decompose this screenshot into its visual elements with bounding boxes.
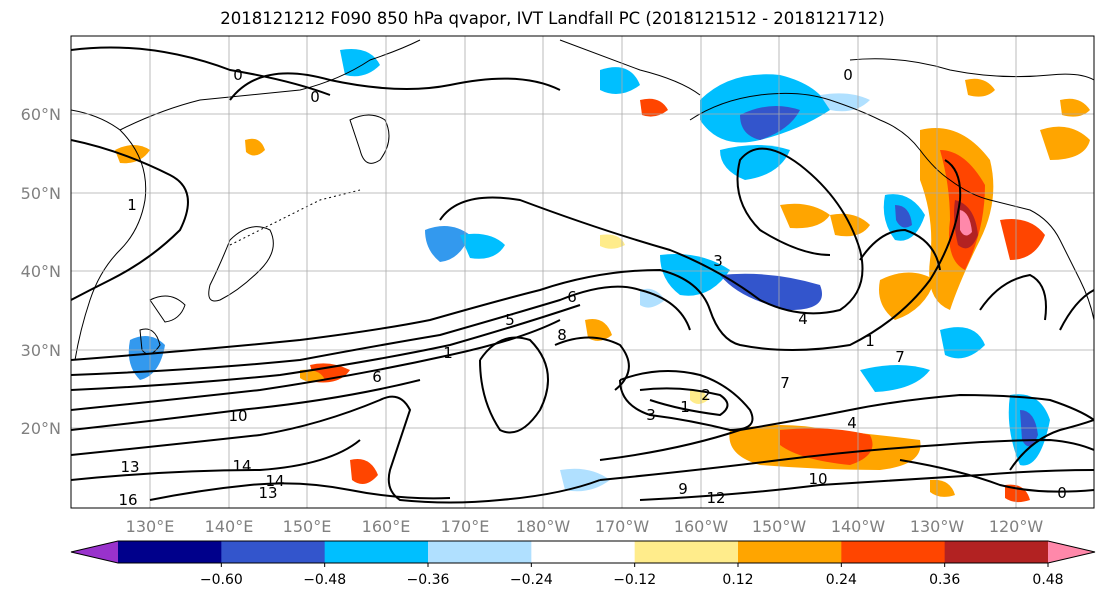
colorbar-segment: [738, 541, 842, 563]
contour-label: 14: [265, 472, 284, 490]
contour-label: 6: [372, 368, 382, 386]
contour-label: 10: [228, 407, 247, 425]
lon-label: 170°E: [441, 517, 490, 536]
map-panel: [71, 36, 1094, 508]
contour-label: 10: [808, 470, 827, 488]
colorbar-outline: [70, 540, 1096, 564]
contour-label: 4: [798, 310, 808, 328]
lon-label: 170°W: [595, 517, 650, 536]
contour-label: 1: [865, 332, 875, 350]
ivt-contours: [71, 46, 1094, 504]
colorbar-tick-label: 0.48: [1032, 572, 1063, 588]
lon-label: 160°E: [362, 517, 411, 536]
contour-label: 16: [118, 491, 137, 509]
contour-label: 13: [120, 458, 139, 476]
colorbar-segment: [841, 541, 946, 563]
contour-label: 1: [680, 398, 690, 416]
lat-label: 20°N: [21, 419, 61, 438]
contour-label: 7: [780, 374, 790, 392]
colorbar-tick-label: 0.36: [929, 572, 960, 588]
contour-label: 0: [233, 66, 243, 84]
contour-label: 8: [557, 326, 567, 344]
colorbar-segment: [634, 541, 739, 563]
lon-label: 160°W: [674, 517, 729, 536]
contour-label: 0: [1057, 484, 1067, 502]
map-title: 2018121212 F090 850 hPa qvapor, IVT Land…: [220, 9, 885, 28]
lat-label: 30°N: [21, 341, 61, 360]
colorbar-tick-label: 0.12: [722, 572, 753, 588]
contour-label: 3: [646, 406, 656, 424]
contour-labels: 0 0 0 1 3 4 5 6 8 1 7 7 1 6 10 13 14 13 …: [118, 66, 1066, 509]
contour-label: 5: [505, 311, 515, 329]
colorbar: [70, 540, 1096, 564]
map-frame: [70, 35, 1095, 509]
contour-label: 4: [847, 414, 857, 432]
colorbar-segment: [324, 541, 429, 563]
colorbar-tick-label: −0.60: [200, 572, 243, 588]
lon-label: 150°E: [283, 517, 332, 536]
colorbar-tick-label: 0.24: [826, 572, 857, 588]
lon-label: 140°E: [205, 517, 254, 536]
colorbar-tick-labels: −0.60 −0.48 −0.36 −0.24 −0.12 0.12 0.24 0.36 0.4…: [200, 563, 1064, 588]
contour-label: 12: [706, 489, 725, 507]
colorbar-segment: [944, 541, 1049, 563]
contour-label: 9: [678, 480, 688, 498]
lat-label: 60°N: [21, 105, 61, 124]
colorbar-tick-label: −0.48: [303, 572, 346, 588]
coastlines: [71, 39, 1094, 361]
contour-label: 3: [713, 252, 723, 270]
colorbar-tick-label: −0.24: [510, 572, 553, 588]
lat-label: 50°N: [21, 184, 61, 203]
colorbar-segment: [118, 541, 222, 563]
longitude-labels: 130°E 140°E 150°E 160°E 170°E 180°W 170°…: [126, 517, 1044, 536]
lat-label: 40°N: [21, 262, 61, 281]
negative-anomaly-shading: [128, 49, 1050, 492]
lon-label: 130°E: [126, 517, 175, 536]
lon-label: 140°W: [831, 517, 886, 536]
lon-label: 120°W: [989, 517, 1044, 536]
latitude-labels: 60°N 50°N 40°N 30°N 20°N: [21, 105, 61, 438]
contour-label: 0: [843, 66, 853, 84]
colorbar-tick-label: −0.36: [407, 572, 450, 588]
colorbar-segment: [221, 541, 326, 563]
contour-label: 1: [443, 344, 453, 362]
lon-label: 130°W: [910, 517, 965, 536]
contour-label: 7: [895, 348, 905, 366]
contour-label: 1: [127, 196, 137, 214]
graticule: [71, 36, 1094, 508]
colorbar-segment: [531, 541, 636, 563]
contour-label: 6: [567, 288, 577, 306]
lon-label: 180°W: [516, 517, 571, 536]
contour-label: 14: [232, 457, 251, 475]
contour-label: 2: [701, 386, 711, 404]
colorbar-tick-label: −0.12: [613, 572, 656, 588]
lon-label: 150°W: [752, 517, 807, 536]
contour-label: 0: [310, 88, 320, 106]
colorbar-extend-high: [1048, 541, 1095, 563]
colorbar-segment: [428, 541, 532, 563]
contour-label: 13: [258, 484, 277, 502]
colorbar-extend-low: [71, 541, 118, 563]
